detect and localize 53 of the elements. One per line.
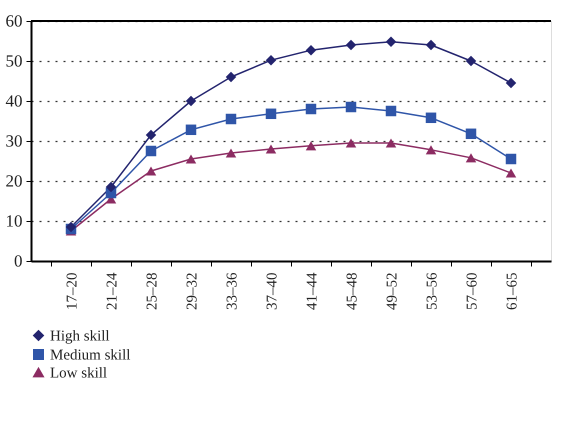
point	[426, 40, 436, 50]
point	[146, 166, 156, 176]
x-tick-label: 41–44	[304, 272, 320, 310]
y-tick-label: 50	[6, 52, 22, 70]
point	[506, 154, 516, 164]
x-tick-label: 49–52	[384, 272, 400, 310]
point	[346, 40, 356, 50]
point	[466, 153, 476, 162]
y-tick-label: 60	[6, 12, 22, 30]
point	[346, 102, 356, 112]
x-tick-label: 45–48	[344, 272, 360, 310]
x-tick-label: 29–32	[184, 272, 200, 310]
y-tick-label: 20	[6, 172, 22, 190]
point	[426, 112, 436, 124]
y-tick-label: 30	[6, 132, 22, 150]
point	[266, 108, 276, 120]
x-tick-label: 33–36	[224, 272, 240, 310]
point	[386, 106, 396, 116]
x-tick-label: 61–65	[504, 272, 520, 310]
point	[466, 56, 476, 66]
x-tick-label: 25–28	[144, 272, 160, 310]
x-tick-label: 37–40	[264, 272, 280, 310]
y-tick-label: 10	[6, 212, 22, 230]
x-tick-label: 17–20	[64, 272, 80, 310]
point	[426, 145, 436, 154]
y-tick-label: 40	[6, 92, 22, 110]
point	[226, 148, 236, 158]
point	[146, 130, 156, 140]
point	[506, 168, 516, 178]
point	[146, 146, 156, 156]
y-tick-label: 0	[14, 252, 22, 270]
point	[226, 114, 236, 124]
legend-label: Low skill	[50, 366, 108, 382]
point	[186, 96, 196, 106]
point	[306, 104, 316, 114]
point	[186, 124, 196, 136]
point	[306, 44, 316, 56]
x-tick-label: 57–60	[464, 272, 480, 310]
legend-label: High skill	[50, 328, 110, 344]
x-tick-label: 21–24	[104, 272, 120, 310]
point	[266, 144, 276, 154]
point	[386, 36, 396, 48]
point	[506, 78, 516, 88]
point	[346, 138, 356, 148]
point	[186, 154, 196, 164]
point	[226, 72, 236, 82]
point	[266, 54, 276, 66]
legend-label: Medium skill	[50, 348, 130, 364]
point	[106, 182, 116, 192]
x-tick-label: 53–56	[424, 272, 440, 310]
point	[466, 128, 476, 140]
point	[386, 138, 396, 148]
point	[306, 141, 316, 150]
